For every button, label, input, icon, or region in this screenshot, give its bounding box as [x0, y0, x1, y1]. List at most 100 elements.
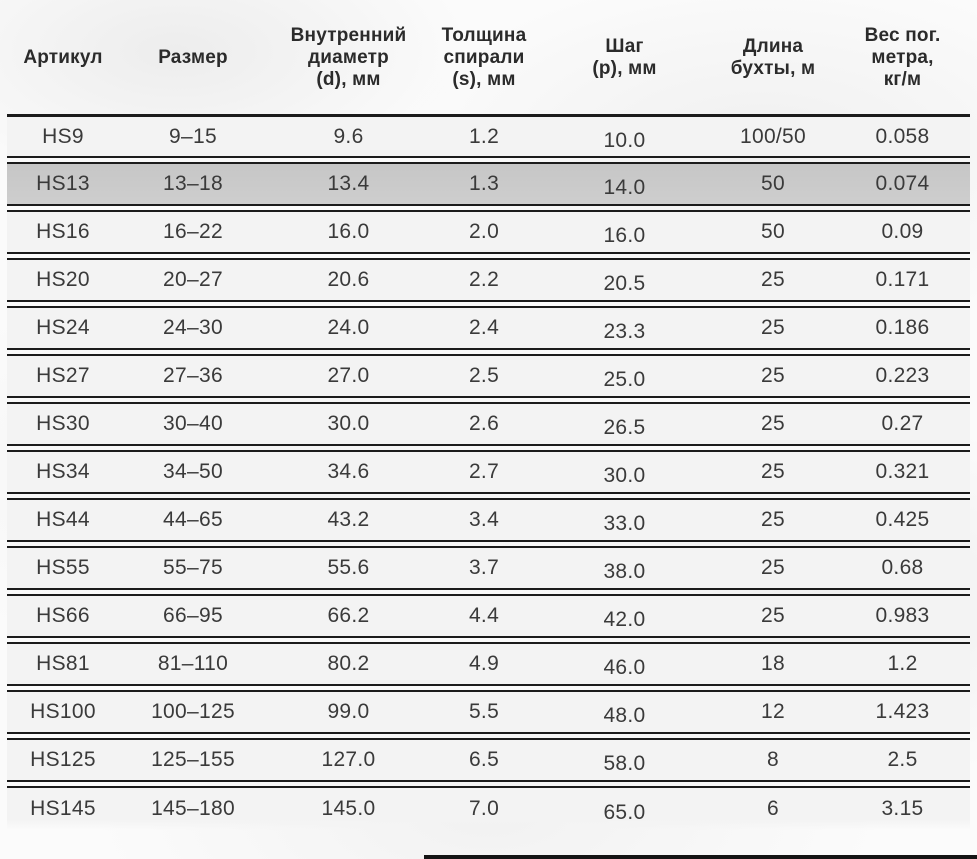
- cell-value: HS100: [30, 700, 96, 723]
- table-row-hs55[interactable]: HS55 55–75 55.6 3.7 38.0 25 0.68: [7, 546, 970, 590]
- cell-value: 3.15: [881, 797, 924, 820]
- cell-value: 125–155: [151, 748, 235, 771]
- cell-value: 6: [767, 797, 779, 820]
- cell-value: 20.6: [327, 268, 370, 291]
- cell-value: 0.425: [875, 508, 930, 531]
- table-body: HS9 9–15 9.6 1.2 10.0 100/50 0.058 HS13 13–18 13.…: [7, 114, 970, 830]
- cell-inner_diameter: 30.0: [267, 402, 430, 446]
- cell-spiral_thickness: 7.0: [430, 786, 538, 830]
- cell-article: HS24: [7, 306, 119, 350]
- table-row-hs24[interactable]: HS24 24–30 24.0 2.4 23.3 25 0.186: [7, 306, 970, 350]
- column-header-line: Шаг: [605, 36, 644, 57]
- cell-size: 30–40: [119, 402, 267, 446]
- cell-value: 25: [761, 508, 785, 531]
- cell-pitch: 20.5: [538, 258, 711, 302]
- cell-value: 100/50: [739, 124, 807, 148]
- cell-inner_diameter: 24.0: [267, 306, 430, 350]
- cell-value: 0.983: [875, 604, 930, 627]
- cell-value: 6.5: [468, 748, 500, 771]
- cell-pitch: 38.0: [538, 546, 711, 590]
- cell-value: 0.058: [875, 124, 930, 148]
- table-row-hs125[interactable]: HS125 125–155 127.0 6.5 58.0 8 2.5: [7, 738, 970, 782]
- cell-value: 42.0: [603, 608, 646, 631]
- table-header: Артикул Размер Внутренний диаметр (d), мм Тол…: [7, 6, 970, 110]
- cell-value: 55–75: [163, 556, 223, 579]
- cell-article: HS145: [7, 786, 119, 830]
- cell-value: HS24: [36, 316, 90, 339]
- cell-value: 33.0: [603, 512, 646, 535]
- cell-article: HS81: [7, 642, 119, 686]
- column-header-line: (p), мм: [592, 58, 657, 79]
- table-row-hs34[interactable]: HS34 34–50 34.6 2.7 30.0 25 0.321: [7, 450, 970, 494]
- column-header-spiral_thickness: Толщина спирали (s), мм: [430, 6, 538, 110]
- cell-size: 27–36: [119, 354, 267, 398]
- cell-value: HS13: [36, 172, 90, 195]
- table-row-hs27[interactable]: HS27 27–36 27.0 2.5 25.0 25 0.223: [7, 354, 970, 398]
- cell-value: 34–50: [163, 460, 223, 483]
- cell-coil_length: 25: [711, 354, 835, 398]
- cell-weight: 0.27: [835, 402, 970, 446]
- cell-weight: 0.074: [835, 162, 970, 206]
- cell-value: 43.2: [327, 508, 370, 531]
- cell-size: 55–75: [119, 546, 267, 590]
- cell-value: HS20: [36, 268, 90, 291]
- cell-value: 65.0: [603, 801, 646, 824]
- cell-spiral_thickness: 2.4: [430, 306, 538, 350]
- cell-value: 44–65: [163, 508, 223, 531]
- table-row-hs16[interactable]: HS16 16–22 16.0 2.0 16.0 50 0.09: [7, 210, 970, 254]
- cell-article: HS55: [7, 546, 119, 590]
- cell-value: HS55: [36, 556, 90, 579]
- cell-value: 10.0: [603, 128, 646, 152]
- cell-spiral_thickness: 4.4: [430, 594, 538, 638]
- cell-weight: 1.423: [835, 690, 970, 734]
- table-row-hs81[interactable]: HS81 81–110 80.2 4.9 46.0 18 1.2: [7, 642, 970, 686]
- cell-inner_diameter: 20.6: [267, 258, 430, 302]
- cell-value: HS27: [36, 364, 90, 387]
- cell-weight: 0.321: [835, 450, 970, 494]
- cell-value: 81–110: [157, 652, 229, 675]
- cell-weight: 3.15: [835, 786, 970, 830]
- cell-value: 30.0: [603, 464, 646, 487]
- table-row-hs9[interactable]: HS9 9–15 9.6 1.2 10.0 100/50 0.058: [7, 114, 970, 158]
- cell-weight: 0.186: [835, 306, 970, 350]
- cell-value: 23.3: [603, 320, 646, 343]
- table-row-hs100[interactable]: HS100 100–125 99.0 5.5 48.0 12 1.423: [7, 690, 970, 734]
- cell-value: 50: [761, 220, 785, 243]
- cell-pitch: 48.0: [538, 690, 711, 734]
- cell-value: 0.27: [881, 412, 924, 435]
- cell-value: 4.9: [468, 652, 500, 675]
- cell-value: HS125: [30, 748, 96, 771]
- cell-pitch: 65.0: [538, 786, 711, 830]
- cell-value: 99.0: [327, 700, 370, 723]
- column-header-line: (d), мм: [316, 69, 381, 90]
- column-header-coil_length: Длина бухты, м: [711, 6, 835, 110]
- column-header-line: Вес пог.: [864, 25, 941, 46]
- cell-value: 20.5: [603, 272, 646, 295]
- cell-value: 13.4: [327, 172, 370, 195]
- cell-value: HS9: [42, 124, 84, 148]
- table-row-hs145[interactable]: HS145 145–180 145.0 7.0 65.0 6 3.15: [7, 786, 970, 830]
- cell-article: HS27: [7, 354, 119, 398]
- cell-article: HS30: [7, 402, 119, 446]
- cell-size: 125–155: [119, 738, 267, 782]
- column-header-line: Толщина: [441, 25, 527, 46]
- table-row-hs66[interactable]: HS66 66–95 66.2 4.4 42.0 25 0.983: [7, 594, 970, 638]
- cell-value: 58.0: [603, 752, 646, 775]
- header-row: Артикул Размер Внутренний диаметр (d), мм Тол…: [7, 6, 970, 110]
- table-row-hs30[interactable]: HS30 30–40 30.0 2.6 26.5 25 0.27: [7, 402, 970, 446]
- table-row-hs44[interactable]: HS44 44–65 43.2 3.4 33.0 25 0.425: [7, 498, 970, 542]
- cell-value: 0.321: [875, 460, 930, 483]
- cell-value: 1.2: [468, 124, 500, 148]
- cell-size: 24–30: [119, 306, 267, 350]
- cell-size: 13–18: [119, 162, 267, 206]
- cell-spiral_thickness: 2.7: [430, 450, 538, 494]
- cell-pitch: 46.0: [538, 642, 711, 686]
- table-row-hs20[interactable]: HS20 20–27 20.6 2.2 20.5 25 0.171: [7, 258, 970, 302]
- cell-weight: 1.2: [835, 642, 970, 686]
- column-header-line: Артикул: [23, 47, 103, 68]
- cell-value: 16.0: [327, 220, 370, 243]
- column-header-line: Длина: [742, 36, 804, 57]
- cell-value: 27.0: [327, 364, 370, 387]
- cell-value: 145.0: [321, 797, 376, 820]
- table-row-hs13[interactable]: HS13 13–18 13.4 1.3 14.0 50 0.074: [7, 162, 970, 206]
